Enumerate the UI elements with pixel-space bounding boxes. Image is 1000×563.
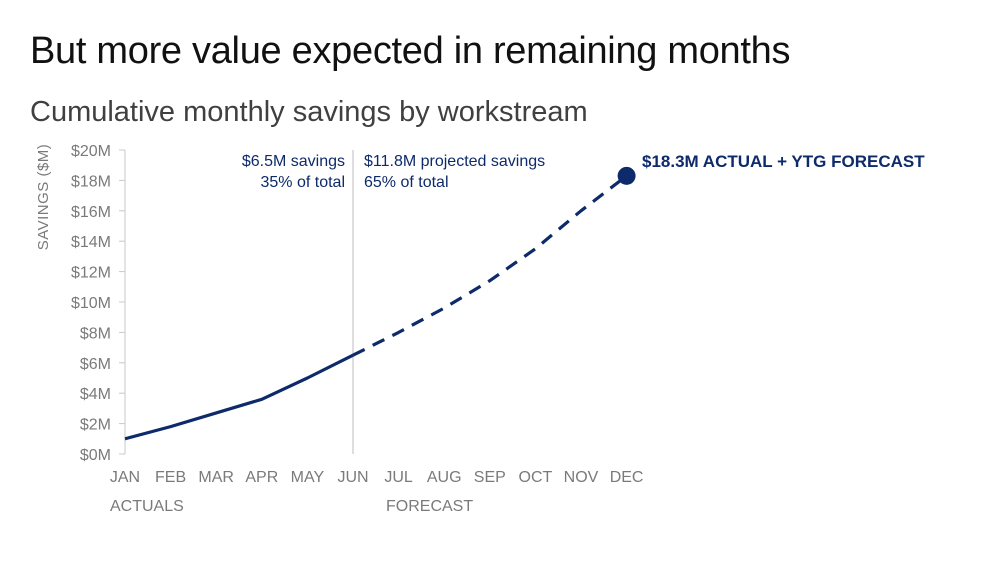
x-tick-label: JAN — [110, 469, 140, 486]
x-tick-label: SEP — [474, 469, 506, 486]
period-label-forecast: FORECAST — [386, 498, 473, 515]
x-tick-label: AUG — [427, 469, 462, 486]
y-tick-label: $2M — [80, 417, 111, 434]
x-tick-label: MAY — [291, 469, 325, 486]
y-tick-label: $0M — [80, 447, 111, 464]
page-subtitle: Cumulative monthly savings by workstream — [30, 96, 588, 128]
x-tick-label: JUN — [337, 469, 368, 486]
x-tick-label: MAR — [198, 469, 234, 486]
chart-axes: $0M $2M $4M $6M $8M $10M $12M $14M $16M $18M $20M J… — [71, 143, 644, 486]
period-label-actuals: ACTUALS — [110, 498, 184, 515]
x-tick-label: DEC — [610, 469, 644, 486]
endpoint-marker — [617, 166, 636, 185]
page-title: But more value expected in remaining mon… — [30, 30, 791, 72]
annotation-actual-share: 35% of total — [261, 174, 346, 191]
y-tick-label: $8M — [80, 325, 111, 342]
actual-series-line — [124, 353, 354, 441]
annotation-projected-share: 65% of total — [364, 174, 449, 191]
y-tick-label: $14M — [71, 234, 111, 251]
annotation-projected-amount: $11.8M projected savings — [364, 153, 545, 170]
forecast-series-line — [352, 174, 628, 357]
y-tick-label: $16M — [71, 204, 111, 221]
annotation-actual-amount: $6.5M savings — [242, 153, 345, 170]
y-axis-label: SAVINGS ($M) — [35, 144, 52, 251]
x-tick-label: FEB — [155, 469, 186, 486]
y-tick-label: $10M — [71, 295, 111, 312]
y-tick-label: $20M — [71, 143, 111, 160]
x-tick-label: NOV — [564, 469, 599, 486]
endpoint-label: $18.3M ACTUAL + YTG FORECAST — [642, 152, 925, 171]
y-tick-label: $18M — [71, 173, 111, 190]
y-tick-label: $6M — [80, 356, 111, 373]
x-tick-label: OCT — [519, 469, 553, 486]
x-tick-label: JUL — [384, 469, 413, 486]
x-tick-label: APR — [245, 469, 278, 486]
y-tick-label: $4M — [80, 386, 111, 403]
series-layer — [124, 166, 636, 441]
y-tick-label: $12M — [71, 265, 111, 282]
